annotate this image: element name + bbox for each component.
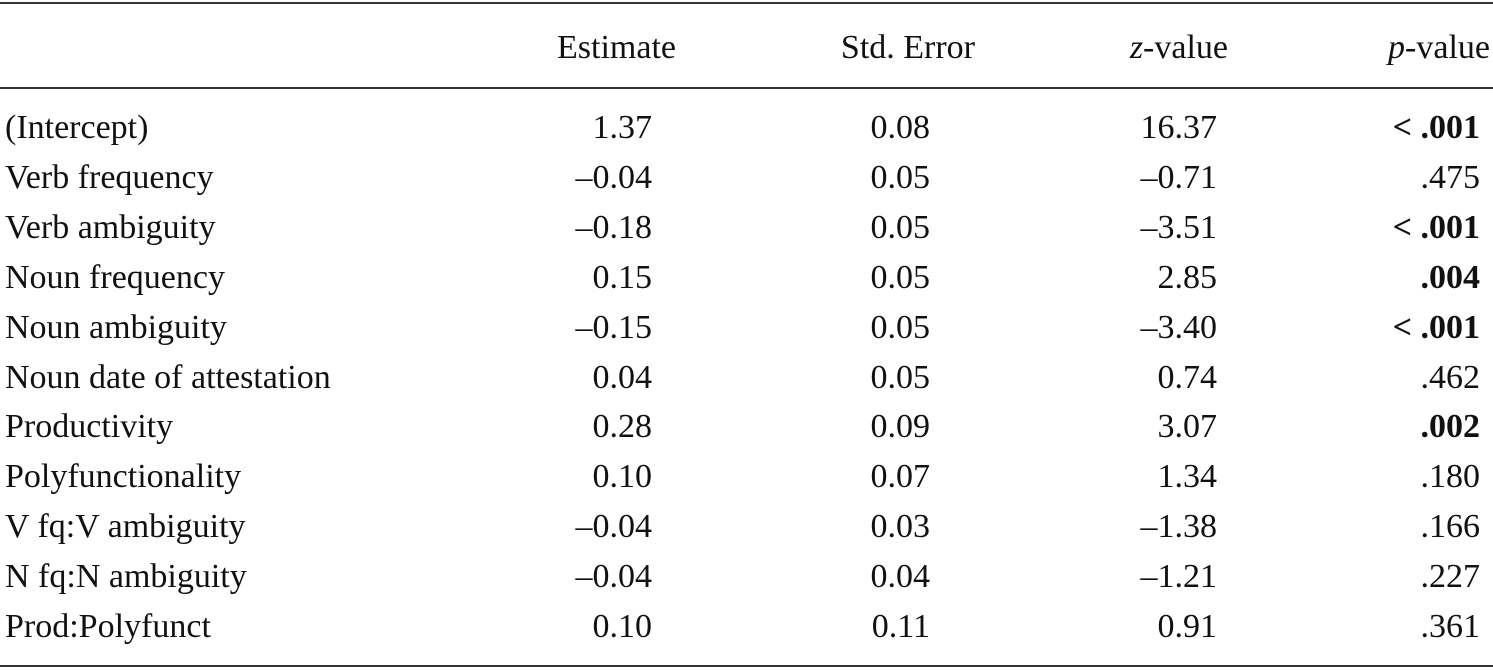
top-rule — [0, 2, 1493, 4]
row-label: N fq:N ambiguity — [5, 558, 247, 596]
header-text: p-value — [1388, 29, 1490, 66]
cell: 0.91 — [1157, 608, 1218, 645]
cell: 16.37 — [1140, 109, 1218, 146]
cell: .475 — [1420, 158, 1481, 196]
column-header: p-value — [1388, 28, 1490, 68]
row-label: Noun frequency — [5, 258, 225, 296]
cell: .002 — [1420, 408, 1481, 446]
cell: 0.03 — [870, 508, 931, 546]
cell: 0.05 — [870, 258, 931, 296]
cell: .227 — [1420, 558, 1481, 596]
row-label: (Intercept) — [5, 109, 149, 146]
cell: –1.21 — [1140, 558, 1218, 596]
row-label: Prod:Polyfunct — [5, 608, 211, 645]
cell: 0.05 — [870, 158, 931, 196]
column-header: Estimate — [557, 29, 676, 66]
cell: 0.05 — [870, 308, 931, 346]
cell: 0.07 — [870, 458, 931, 496]
header-text: z-value — [1129, 29, 1228, 66]
cell: 0.11 — [871, 608, 930, 645]
cell: 0.10 — [592, 608, 653, 645]
cell: 0.05 — [870, 358, 931, 396]
cell: 3.07 — [1157, 408, 1218, 446]
cell: 0.04 — [592, 358, 653, 396]
cell: 0.28 — [592, 408, 653, 446]
cell: < .001 — [1392, 208, 1480, 246]
cell: –0.18 — [575, 208, 653, 246]
cell: –0.04 — [575, 508, 653, 546]
cell: .462 — [1420, 358, 1481, 396]
cell: 0.05 — [870, 208, 931, 246]
cell: 0.15 — [592, 258, 653, 296]
row-label: Noun ambiguity — [5, 308, 227, 346]
cell: < .001 — [1392, 308, 1480, 346]
cell: 2.85 — [1157, 258, 1218, 296]
cell: –0.71 — [1140, 158, 1218, 196]
row-label: Productivity — [5, 408, 174, 446]
row-label: Verb ambiguity — [5, 208, 216, 246]
cell: –0.04 — [575, 158, 653, 196]
cell: 0.09 — [870, 408, 931, 446]
column-header: z-value — [1130, 28, 1228, 68]
row-label: Polyfunctionality — [5, 458, 242, 496]
row-label: Noun date of attestation — [5, 358, 331, 396]
cell: 1.34 — [1157, 458, 1218, 496]
column-header: Std. Error — [840, 29, 975, 66]
cell: –3.40 — [1140, 308, 1218, 346]
cell: 0.08 — [870, 109, 931, 146]
row-label: V fq:V ambiguity — [5, 508, 246, 546]
cell: 0.10 — [592, 458, 653, 496]
bottom-rule — [0, 665, 1493, 667]
cell: .166 — [1420, 508, 1481, 546]
cell: –0.15 — [575, 308, 653, 346]
cell: –3.51 — [1140, 208, 1218, 246]
cell: < .001 — [1392, 109, 1480, 146]
row-label: Verb frequency — [5, 158, 214, 196]
header-rule — [0, 87, 1493, 89]
cell: 1.37 — [592, 109, 653, 146]
cell: –1.38 — [1140, 508, 1218, 546]
cell: –0.04 — [575, 558, 653, 596]
cell: 0.74 — [1157, 358, 1218, 396]
cell: 0.04 — [870, 558, 931, 596]
cell: .004 — [1420, 258, 1481, 296]
cell: .180 — [1420, 458, 1481, 496]
cell: .361 — [1420, 608, 1481, 645]
